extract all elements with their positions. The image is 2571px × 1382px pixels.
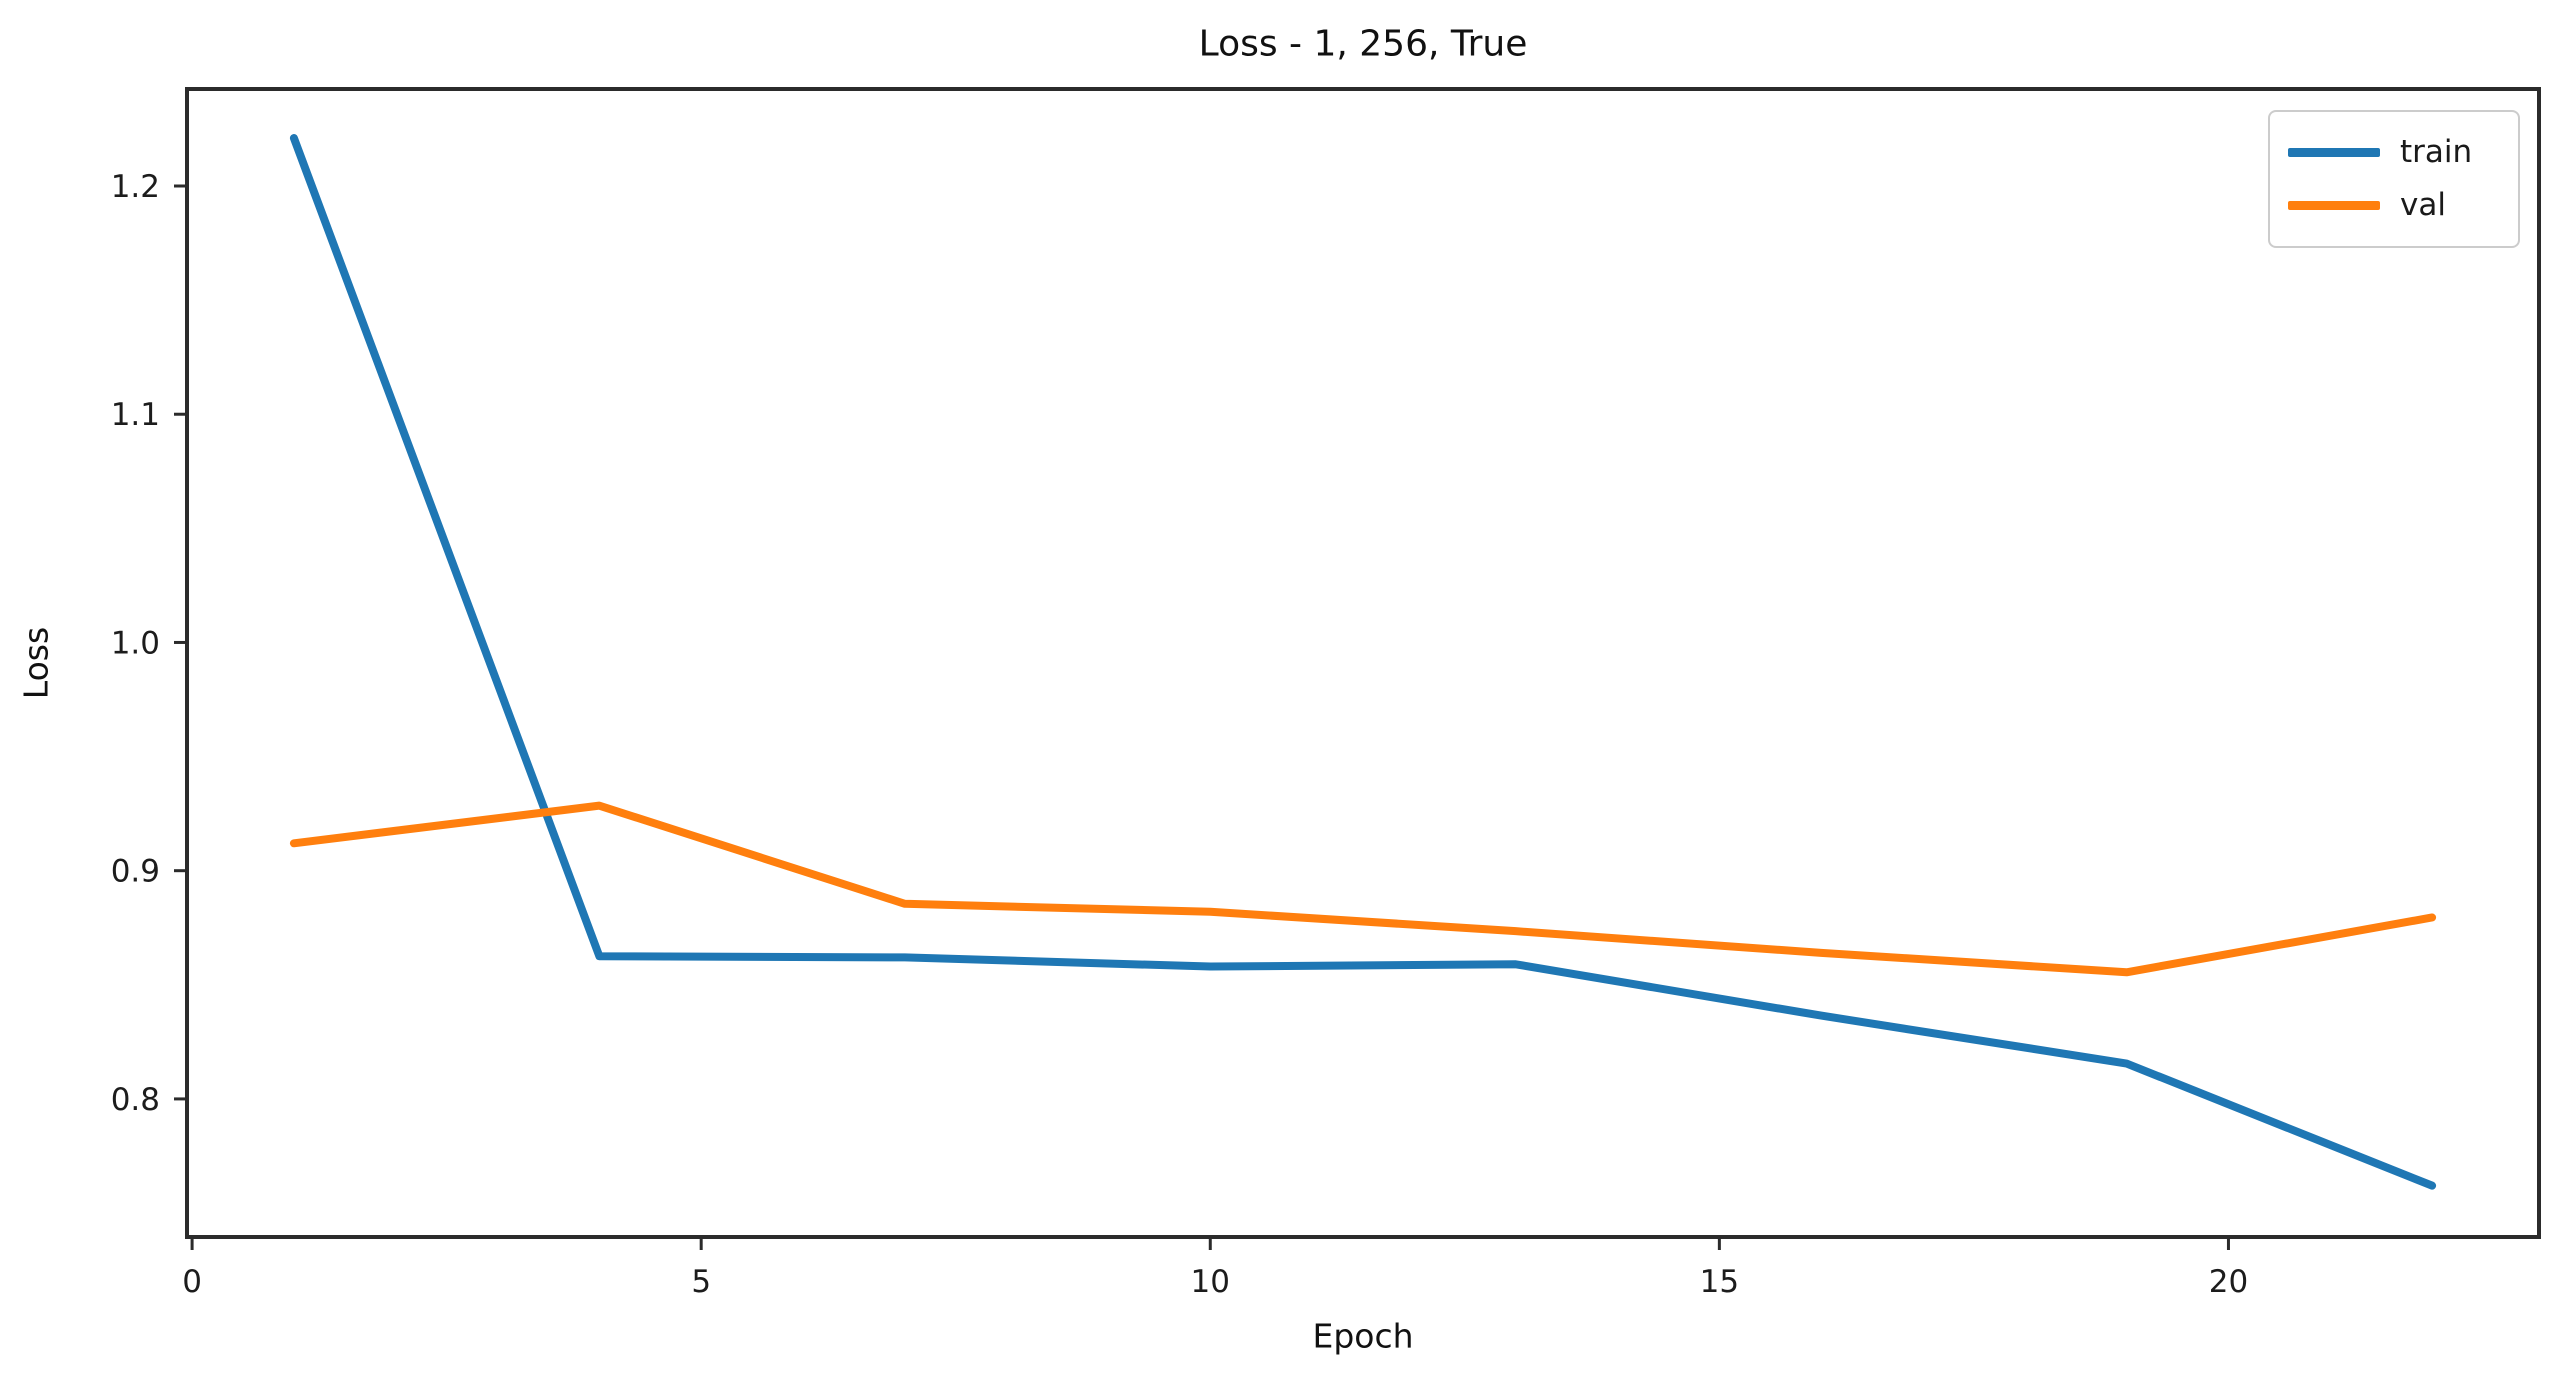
legend: train val <box>2268 110 2520 248</box>
x-tick-label: 10 <box>1191 1264 1230 1300</box>
x-tick-label: 5 <box>691 1264 711 1300</box>
legend-item-train: train <box>2288 137 2518 168</box>
y-tick-label: 1.2 <box>111 169 160 205</box>
x-tick-label: 0 <box>182 1264 202 1300</box>
y-axis-label: Loss <box>16 626 56 700</box>
val-line <box>289 801 2437 977</box>
legend-item-val: val <box>2288 186 2518 223</box>
train-line-swatch <box>2288 148 2380 158</box>
legend-label-train: train <box>2400 134 2473 171</box>
y-tick-label: 0.8 <box>111 1082 160 1118</box>
legend-label-val: val <box>2400 186 2446 223</box>
x-axis-label: Epoch <box>1312 1316 1414 1356</box>
val-line-swatch <box>2288 200 2380 210</box>
y-tick-label: 1.1 <box>111 397 160 433</box>
train-line <box>289 134 2437 1190</box>
x-tick-label: 20 <box>2209 1264 2248 1300</box>
x-tick-label: 15 <box>1700 1264 1739 1300</box>
axes-spines <box>185 87 2541 1239</box>
y-tick-label: 0.9 <box>111 854 160 890</box>
y-tick-label: 1.0 <box>111 625 160 661</box>
chart-title: Loss - 1, 256, True <box>1198 23 1528 65</box>
